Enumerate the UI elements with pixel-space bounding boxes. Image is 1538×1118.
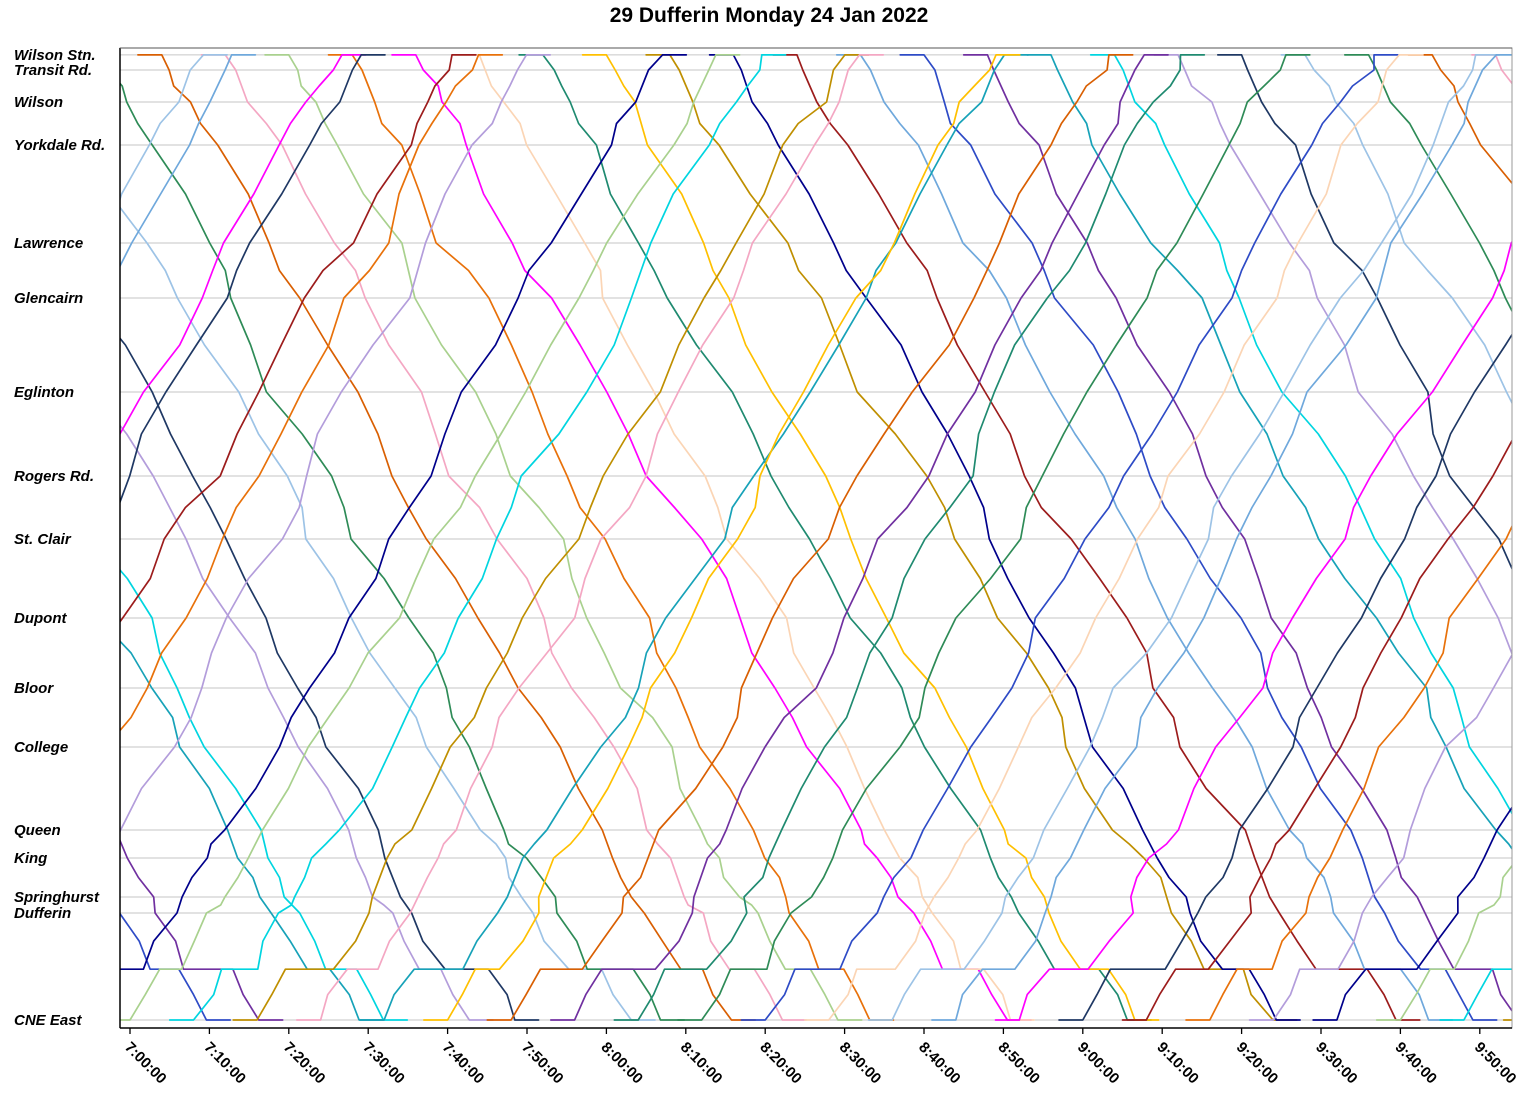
- station-label: Dufferin: [14, 905, 71, 922]
- station-label: St. Clair: [14, 531, 72, 548]
- time-tick-label: 9:00:00: [1074, 1039, 1123, 1088]
- station-label: Springhurst: [14, 889, 100, 906]
- time-tick-label: 7:10:00: [201, 1039, 250, 1088]
- station-label: King: [14, 850, 47, 867]
- time-tick-label: 8:20:00: [756, 1039, 805, 1088]
- time-tick-label: 8:50:00: [995, 1039, 1044, 1088]
- time-tick-label: 8:40:00: [915, 1039, 964, 1088]
- time-tick-label: 8:00:00: [598, 1039, 647, 1088]
- time-tick-label: 7:50:00: [518, 1039, 567, 1088]
- time-tick-label: 9:50:00: [1471, 1039, 1520, 1088]
- station-label: Transit Rd.: [14, 62, 92, 79]
- station-label: Wilson: [14, 94, 63, 111]
- station-label: Wilson Stn.: [14, 47, 96, 64]
- station-label: Lawrence: [14, 235, 83, 252]
- station-label: Eglinton: [14, 384, 74, 401]
- station-label: Rogers Rd.: [14, 468, 94, 485]
- time-tick-label: 9:20:00: [1233, 1039, 1282, 1088]
- time-tick-label: 7:00:00: [121, 1039, 170, 1088]
- station-label: Glencairn: [14, 290, 83, 307]
- station-label: Yorkdale Rd.: [14, 137, 105, 154]
- time-tick-label: 8:10:00: [677, 1039, 726, 1088]
- time-tick-label: 8:30:00: [836, 1039, 885, 1088]
- time-tick-label: 9:10:00: [1153, 1039, 1202, 1088]
- time-tick-label: 7:40:00: [439, 1039, 488, 1088]
- time-tick-label: 9:30:00: [1312, 1039, 1361, 1088]
- station-label: College: [14, 739, 68, 756]
- station-label: Dupont: [14, 610, 67, 627]
- time-tick-label: 7:30:00: [359, 1039, 408, 1088]
- station-label: Queen: [14, 822, 61, 839]
- station-label: Bloor: [14, 680, 54, 697]
- station-label: CNE East: [14, 1012, 83, 1029]
- chart-title: 29 Dufferin Monday 24 Jan 2022: [609, 4, 929, 27]
- time-tick-label: 7:20:00: [280, 1039, 329, 1088]
- time-tick-label: 9:40:00: [1392, 1039, 1441, 1088]
